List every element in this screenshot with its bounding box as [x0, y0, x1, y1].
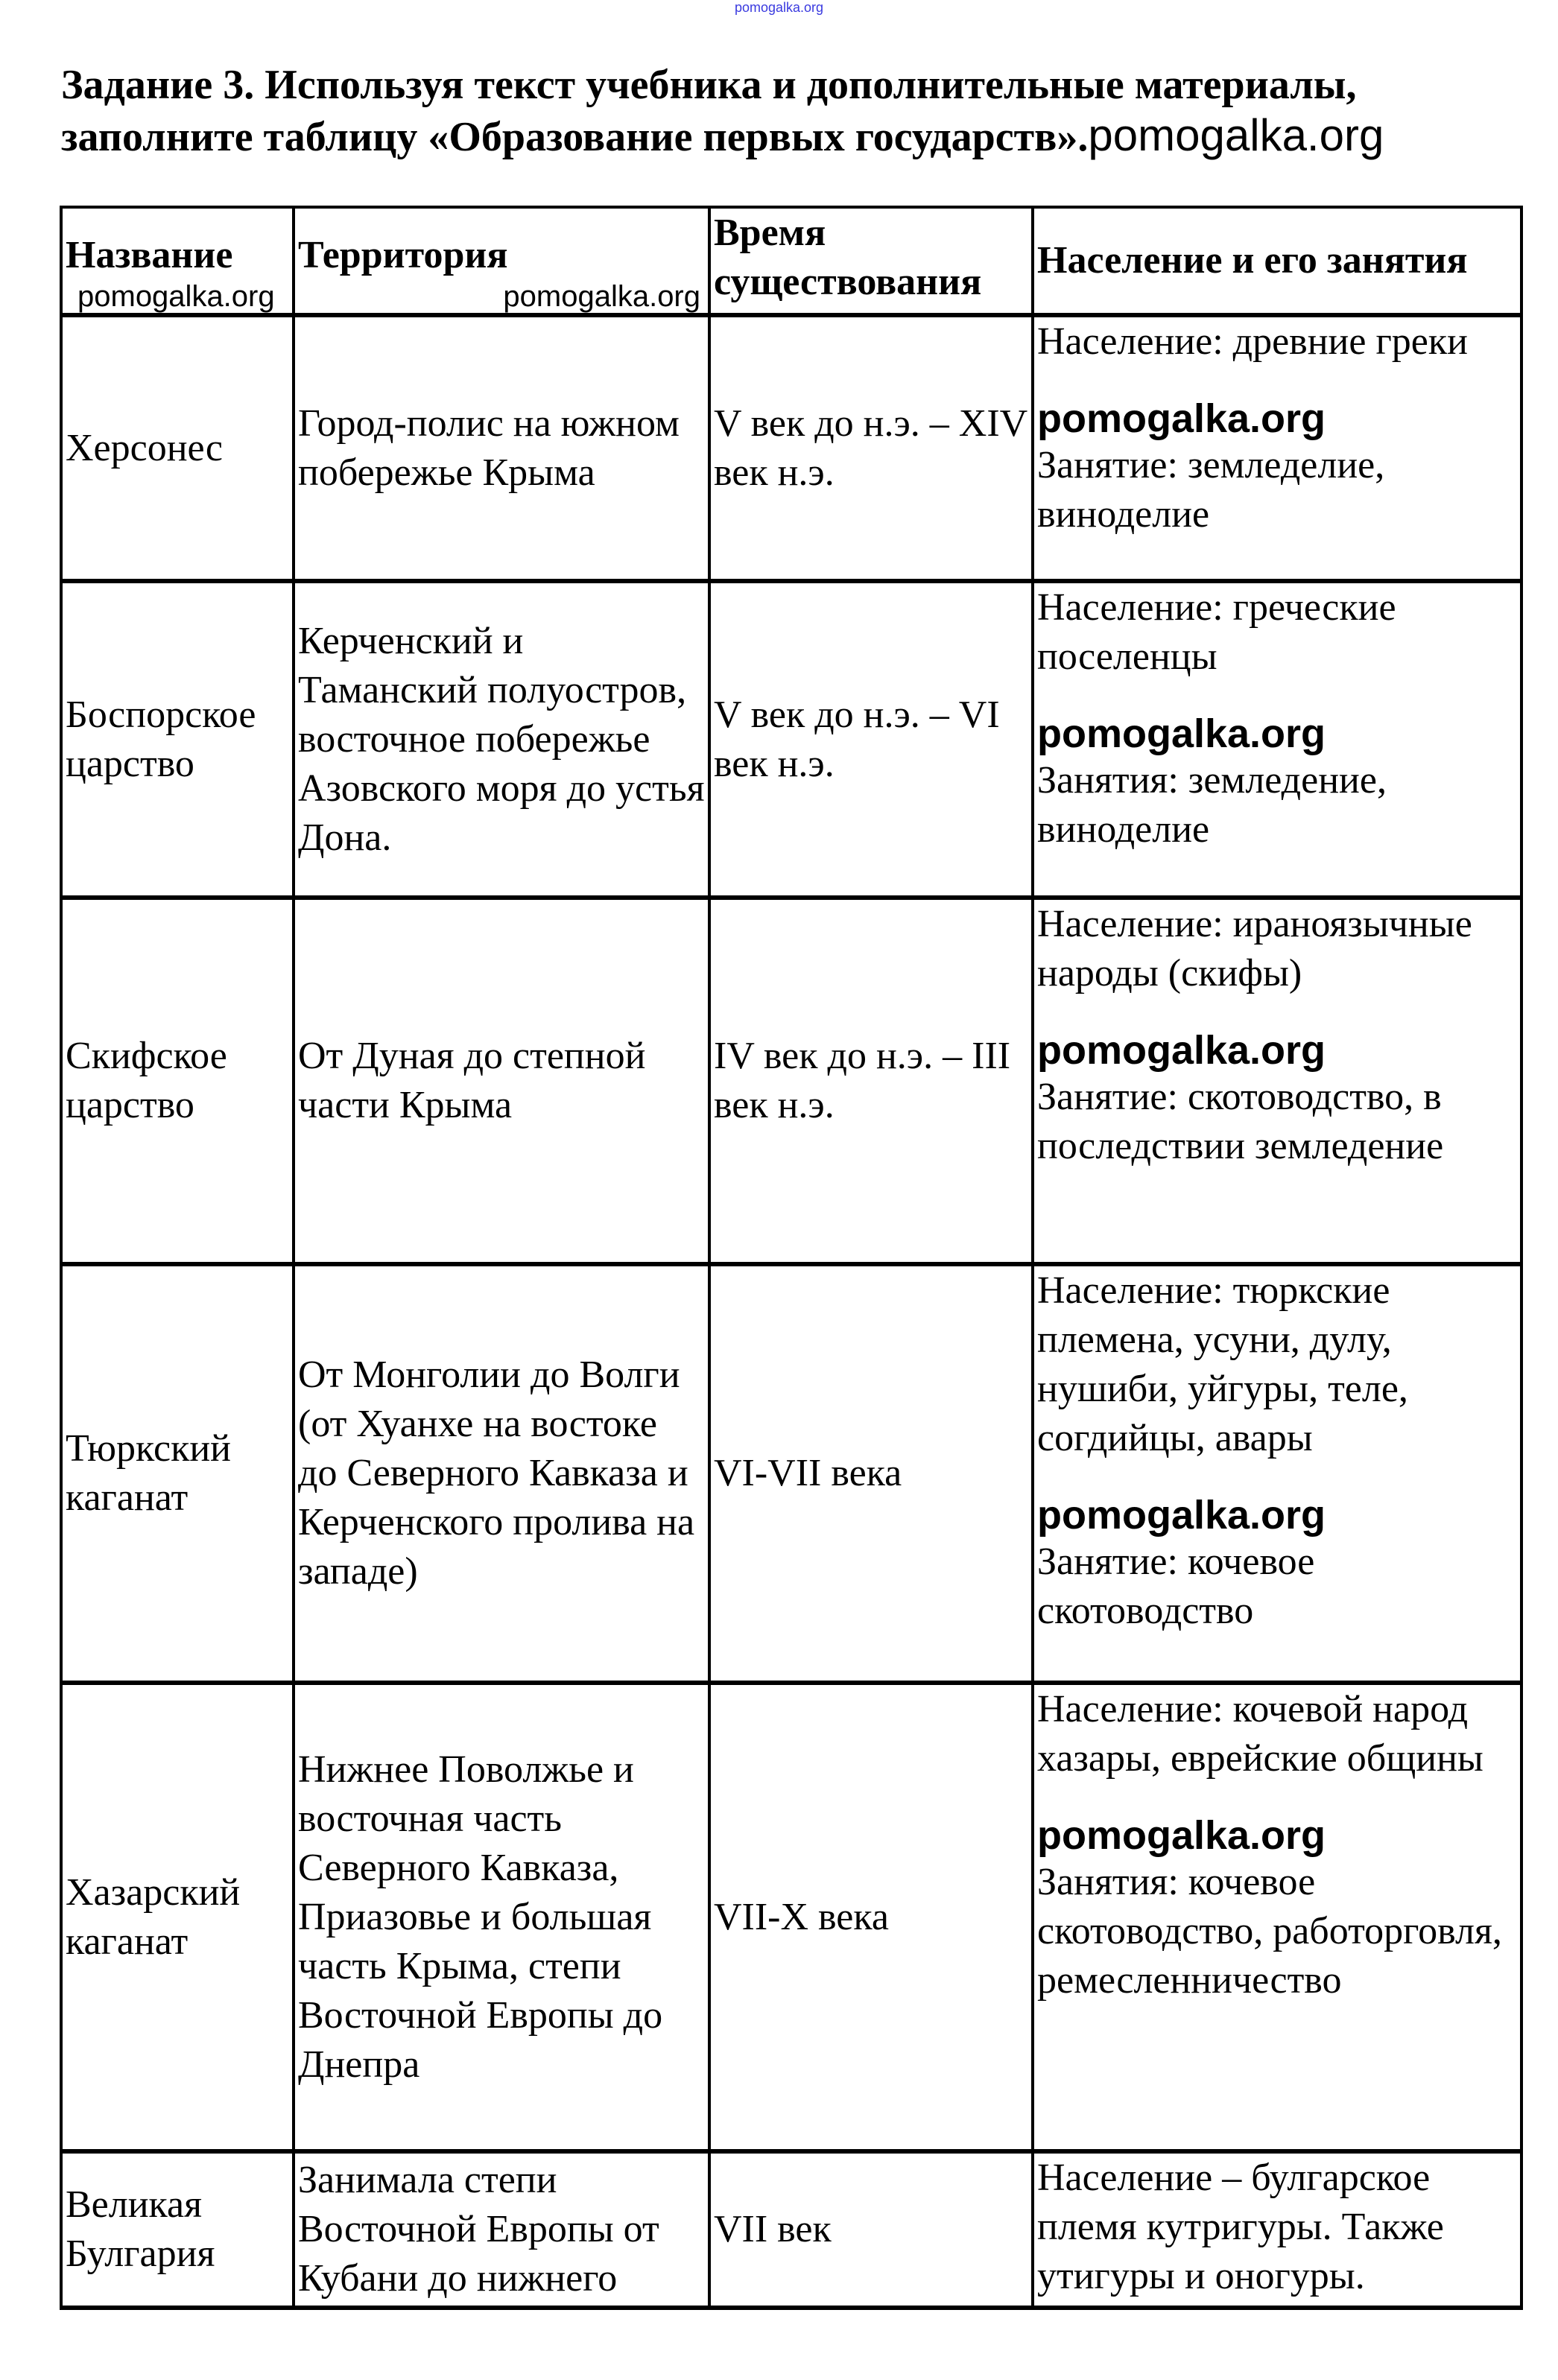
task-title-line2: заполните таблицу «Образование первых го… — [61, 114, 1089, 160]
watermark: pomogalka.org — [77, 280, 275, 313]
cell-population: Население: греческие поселенцы pomogalka.… — [1031, 580, 1523, 899]
header-name: Название pomogalka.org — [60, 206, 295, 317]
cell-territory: Город-полис на южном побережье Крыма — [292, 314, 711, 583]
cell-name: Скифское царство — [60, 896, 295, 1266]
table-header-row: Название pomogalka.org Территория pomogalk… — [60, 206, 1523, 317]
cell-name: Боспорское царство — [60, 580, 295, 899]
cell-territory: Керченский и Таманский полуостров, восто… — [292, 580, 711, 899]
occupation-text: Занятие: скотоводство, в последствии зем… — [1037, 1076, 1444, 1167]
table-row: Боспорское царство Керченский и Таманский… — [60, 580, 1523, 899]
header-name-text: Название — [66, 234, 233, 276]
cell-time: V век до н.э. – VI век н.э. — [708, 580, 1034, 899]
table-row: Великая Булгария Занимала степи Восточной… — [60, 2150, 1523, 2309]
header-time: Время существования — [708, 206, 1034, 317]
watermark: pomogalka.org — [503, 280, 700, 313]
spacer — [1037, 1783, 1517, 1813]
occupation-text: Занятие: кочевое скотоводство — [1037, 1540, 1315, 1632]
cell-time: VI-VII века — [708, 1263, 1034, 1684]
cell-name: Тюркский каганат — [60, 1263, 295, 1684]
watermark: pomogalka.org — [1037, 396, 1326, 441]
occupation-text: Занятия: кочевое скотоводство, работорго… — [1037, 1861, 1502, 2002]
cell-name: Хазарский каганат — [60, 1681, 295, 2153]
header-territory-text: Территория — [298, 234, 508, 276]
population-text: Население: тюркские племена, усуни, дулу… — [1037, 1269, 1408, 1459]
states-table: Название pomogalka.org Территория pomogalk… — [60, 206, 1523, 2310]
table-row: Хазарский каганат Нижнее Поволжье и восто… — [60, 1681, 1523, 2153]
cell-population: Население: древние греки pomogalka.org Зан… — [1031, 314, 1523, 583]
header-population: Население и его занятия — [1031, 206, 1523, 317]
spacer — [1037, 366, 1517, 396]
spacer — [1037, 1463, 1517, 1493]
cell-time: V век до н.э. – XIV век н.э. — [708, 314, 1034, 583]
cell-name: Херсонес — [60, 314, 295, 583]
cell-population: Население: тюркские племена, усуни, дулу… — [1031, 1263, 1523, 1684]
population-text: Население: древние греки — [1037, 320, 1468, 363]
table-row: Тюркский каганат От Монголии до Волги (от… — [60, 1263, 1523, 1684]
watermark: pomogalka.org — [1037, 711, 1326, 756]
watermark: pomogalka.org — [734, 0, 824, 15]
task-title: Задание 3. Используя текст учебника и до… — [61, 60, 1544, 162]
watermark: pomogalka.org — [1037, 1493, 1326, 1538]
cell-territory: Занимала степи Восточной Европы от Кубан… — [292, 2150, 711, 2309]
cell-time: IV век до н.э. – III век н.э. — [708, 896, 1034, 1266]
cell-population: Население: кочевой народ хазары, еврейск… — [1031, 1681, 1523, 2153]
occupation-text: Занятие: земледелие, виноделие — [1037, 444, 1385, 536]
cell-time: VII-X века — [708, 1681, 1034, 2153]
cell-name: Великая Булгария — [60, 2150, 295, 2309]
cell-territory: От Дуная до степной части Крыма — [292, 896, 711, 1266]
watermark: pomogalka.org — [1037, 1028, 1326, 1073]
cell-territory: От Монголии до Волги (от Хуанхе на восто… — [292, 1263, 711, 1684]
task-title-line1: Задание 3. Используя текст учебника и до… — [61, 62, 1357, 108]
table-row: Скифское царство От Дуная до степной част… — [60, 896, 1523, 1266]
spacer — [1037, 682, 1517, 711]
cell-territory: Нижнее Поволжье и восточная часть Северн… — [292, 1681, 711, 2153]
population-text: Население: кочевой народ хазары, еврейск… — [1037, 1688, 1483, 1780]
population-text: Население: ираноязычные народы (скифы) — [1037, 903, 1472, 994]
population-text: Население: греческие поселенцы — [1037, 586, 1396, 678]
cell-population: Население: ираноязычные народы (скифы) po… — [1031, 896, 1523, 1266]
header-territory: Территория pomogalka.org — [292, 206, 711, 317]
spacer — [1037, 998, 1517, 1028]
table-row: Херсонес Город-полис на южном побережье К… — [60, 314, 1523, 583]
occupation-text: Занятия: земледение, виноделие — [1037, 759, 1387, 851]
watermark: pomogalka.org — [1088, 110, 1384, 160]
cell-population: Население – булгарское племя кутригуры. … — [1031, 2150, 1523, 2309]
cell-time: VII век — [708, 2150, 1034, 2309]
population-text: Население – булгарское племя кутригуры. … — [1037, 2157, 1444, 2297]
watermark: pomogalka.org — [1037, 1813, 1326, 1858]
